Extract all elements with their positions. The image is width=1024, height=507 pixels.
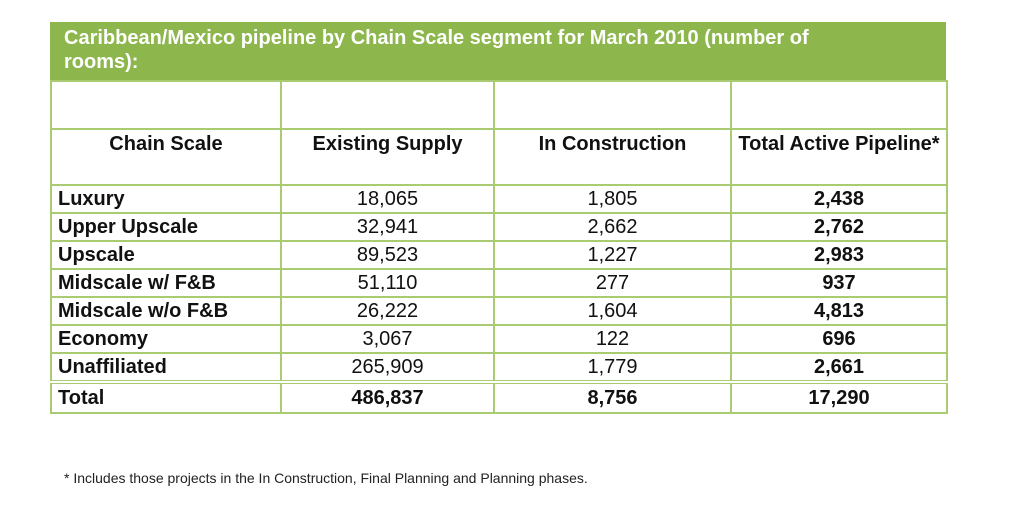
cell: 17,290	[730, 380, 948, 414]
column-header: Chain Scale	[50, 128, 282, 186]
cell: 696	[730, 324, 948, 354]
total-row: Total 486,837 8,756 17,290	[50, 380, 948, 414]
row-label: Unaffiliated	[50, 352, 282, 383]
row-label: Luxury	[50, 184, 282, 214]
cell: 277	[493, 268, 732, 298]
cell: 2,983	[730, 240, 948, 270]
table-body: Chain Scale Existing Supply In Constructio…	[50, 80, 948, 414]
pipeline-table: Chain Scale Existing Supply In Constructio…	[50, 80, 948, 414]
row-label: Upscale	[50, 240, 282, 270]
data-row: Economy 3,067 122 696	[50, 324, 948, 354]
cell: 2,661	[730, 352, 948, 383]
cell: 1,805	[493, 184, 732, 214]
column-header: In Construction	[493, 128, 732, 186]
cell: 265,909	[280, 352, 495, 383]
cell: 18,065	[280, 184, 495, 214]
cell: 8,756	[493, 380, 732, 414]
cell: 1,779	[493, 352, 732, 383]
row-label: Total	[50, 380, 282, 414]
data-row: Upper Upscale 32,941 2,662 2,762	[50, 212, 948, 242]
cell: 1,227	[493, 240, 732, 270]
cell: 2,438	[730, 184, 948, 214]
title-bar: Caribbean/Mexico pipeline by Chain Scale…	[50, 22, 946, 80]
cell: 2,762	[730, 212, 948, 242]
title: Caribbean/Mexico pipeline by Chain Scale…	[64, 27, 809, 73]
blank-row	[50, 80, 948, 130]
cell: 4,813	[730, 296, 948, 326]
row-label: Midscale w/ F&B	[50, 268, 282, 298]
cell: 51,110	[280, 268, 495, 298]
cell: 89,523	[280, 240, 495, 270]
row-label: Midscale w/o F&B	[50, 296, 282, 326]
row-label: Upper Upscale	[50, 212, 282, 242]
cell: 1,604	[493, 296, 732, 326]
cell: 937	[730, 268, 948, 298]
cell: 486,837	[280, 380, 495, 414]
data-row: Midscale w/o F&B 26,222 1,604 4,813	[50, 296, 948, 326]
data-row: Upscale 89,523 1,227 2,983	[50, 240, 948, 270]
data-row: Unaffiliated 265,909 1,779 2,661	[50, 352, 948, 383]
header-row: Chain Scale Existing Supply In Constructio…	[50, 128, 948, 186]
cell: 26,222	[280, 296, 495, 326]
footnote: * Includes those projects in the In Cons…	[64, 470, 588, 486]
row-label: Economy	[50, 324, 282, 354]
data-row: Midscale w/ F&B 51,110 277 937	[50, 268, 948, 298]
data-row: Luxury 18,065 1,805 2,438	[50, 184, 948, 214]
cell: 32,941	[280, 212, 495, 242]
column-header: Total Active Pipeline*	[730, 128, 948, 186]
column-header: Existing Supply	[280, 128, 495, 186]
cell: 3,067	[280, 324, 495, 354]
cell: 122	[493, 324, 732, 354]
cell: 2,662	[493, 212, 732, 242]
